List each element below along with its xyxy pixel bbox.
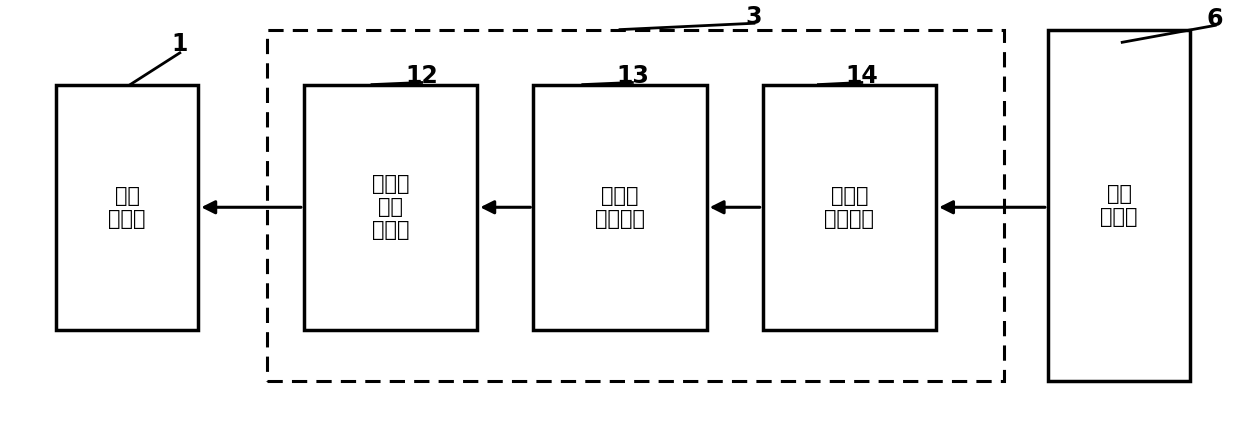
Text: 12: 12 xyxy=(405,64,438,88)
Bar xyxy=(1048,30,1190,381)
Text: 14: 14 xyxy=(846,64,878,88)
Bar xyxy=(533,85,707,330)
Text: 心室压
模数
转换器: 心室压 模数 转换器 xyxy=(372,174,409,240)
Text: 心室压
放大电路: 心室压 放大电路 xyxy=(595,186,645,229)
Text: 13: 13 xyxy=(616,64,649,88)
Text: 1: 1 xyxy=(171,33,188,56)
Text: 3: 3 xyxy=(745,5,763,29)
Text: 心室压
滤波电路: 心室压 滤波电路 xyxy=(825,186,874,229)
Bar xyxy=(56,85,198,330)
Bar xyxy=(267,30,1004,381)
Bar xyxy=(763,85,936,330)
Text: 压力
传感器: 压力 传感器 xyxy=(1100,184,1138,227)
Text: 中央
处理器: 中央 处理器 xyxy=(108,186,146,229)
Text: 6: 6 xyxy=(1207,7,1224,31)
Bar xyxy=(304,85,477,330)
